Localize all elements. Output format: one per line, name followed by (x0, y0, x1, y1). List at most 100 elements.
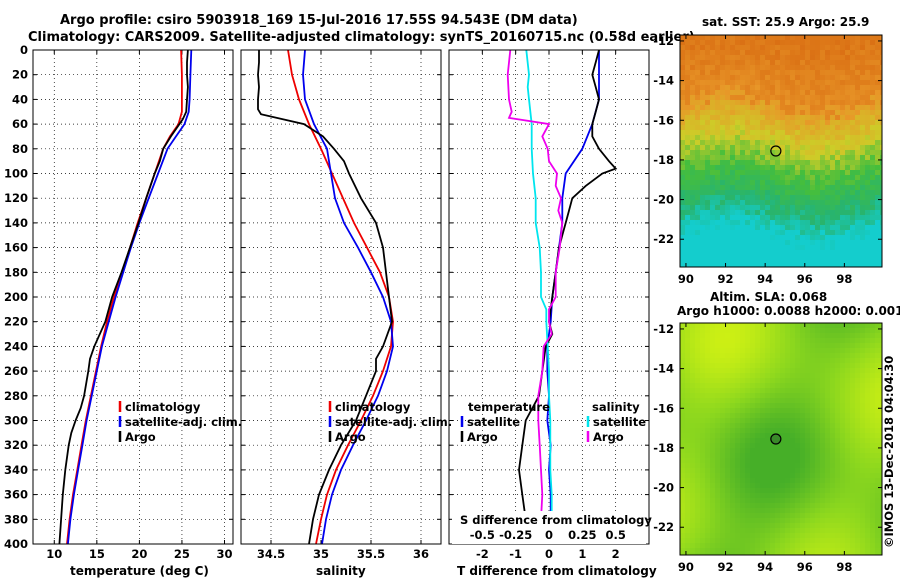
map-cell (725, 50, 731, 56)
map-cell (870, 240, 876, 246)
map-cell (780, 388, 786, 394)
map-cell (840, 403, 846, 409)
map-cell (775, 398, 781, 404)
map-cell (750, 458, 756, 464)
map-cell (770, 348, 776, 354)
map-cell (785, 195, 791, 201)
map-cell (825, 368, 831, 374)
map-cell (705, 473, 711, 479)
map-cell (870, 105, 876, 111)
map-cell (805, 130, 811, 136)
map-cell (815, 478, 821, 484)
map-cell (720, 85, 726, 91)
map-cell (865, 553, 871, 555)
map-cell (835, 100, 841, 106)
map-cell (880, 135, 882, 141)
map-cell (695, 130, 701, 136)
map-cell (835, 543, 841, 549)
map-cell (840, 423, 846, 429)
map-cell (855, 528, 861, 534)
map-cell (880, 398, 882, 404)
map-cell (775, 180, 781, 186)
map-cell (805, 373, 811, 379)
map-cell (880, 553, 882, 555)
map-cell (715, 255, 721, 261)
map-cell (765, 478, 771, 484)
map-cell (790, 473, 796, 479)
map-cell (780, 528, 786, 534)
map-cell (875, 35, 881, 41)
map-cell (835, 343, 841, 349)
map-cell (870, 468, 876, 474)
map-cell (715, 533, 721, 539)
map-cell (760, 548, 766, 554)
map-cell (740, 493, 746, 499)
map-cell (880, 498, 882, 504)
map-cell (740, 488, 746, 494)
map-cell (735, 473, 741, 479)
map-cell (820, 328, 826, 334)
map-cell (680, 458, 686, 464)
map-cell (835, 428, 841, 434)
map-cell (730, 523, 736, 529)
map-cell (855, 135, 861, 141)
map-cell (735, 483, 741, 489)
map-cell (680, 175, 686, 181)
map-cell (780, 225, 786, 231)
map-cell (855, 60, 861, 66)
map-cell (750, 135, 756, 141)
map-cell (825, 50, 831, 56)
map-cell (815, 383, 821, 389)
map-cell (760, 468, 766, 474)
map-cell (730, 448, 736, 454)
map-cell (755, 363, 761, 369)
map-cell (845, 200, 851, 206)
map-cell (870, 220, 876, 226)
map-cell (850, 328, 856, 334)
map-cell (725, 225, 731, 231)
map-cell (845, 115, 851, 121)
map-cell (805, 220, 811, 226)
map-cell (725, 428, 731, 434)
map-cell (775, 428, 781, 434)
map-cell (745, 533, 751, 539)
map-cell (685, 448, 691, 454)
map-cell (685, 55, 691, 61)
map-cell (680, 323, 686, 329)
map-cell (845, 255, 851, 261)
map-cell (820, 125, 826, 131)
map-cell (705, 423, 711, 429)
map-cell (805, 383, 811, 389)
map-cell (715, 448, 721, 454)
map-cell (780, 513, 786, 519)
map-cell (775, 215, 781, 221)
map-cell (690, 70, 696, 76)
map-cell (700, 418, 706, 424)
map-cell (790, 230, 796, 236)
map-cell (845, 388, 851, 394)
map-cell (865, 185, 871, 191)
map-cell (795, 498, 801, 504)
map-cell (815, 195, 821, 201)
map-cell (840, 518, 846, 524)
series-line-s-satellite (525, 50, 553, 544)
map-cell (860, 235, 866, 241)
map-cell (685, 45, 691, 51)
map-cell (700, 343, 706, 349)
map-cell (810, 115, 816, 121)
map-cell (765, 433, 771, 439)
map-cell (780, 135, 786, 141)
map-cell (720, 443, 726, 449)
map-cell (740, 533, 746, 539)
map-cell (820, 348, 826, 354)
map-cell (830, 170, 836, 176)
map-cell (850, 40, 856, 46)
map-cell (870, 110, 876, 116)
map-cell (750, 80, 756, 86)
map-cell (805, 433, 811, 439)
map-cell (700, 255, 706, 261)
map-cell (815, 388, 821, 394)
map-cell (680, 105, 686, 111)
map-cell (880, 240, 882, 246)
map-cell (880, 155, 882, 161)
